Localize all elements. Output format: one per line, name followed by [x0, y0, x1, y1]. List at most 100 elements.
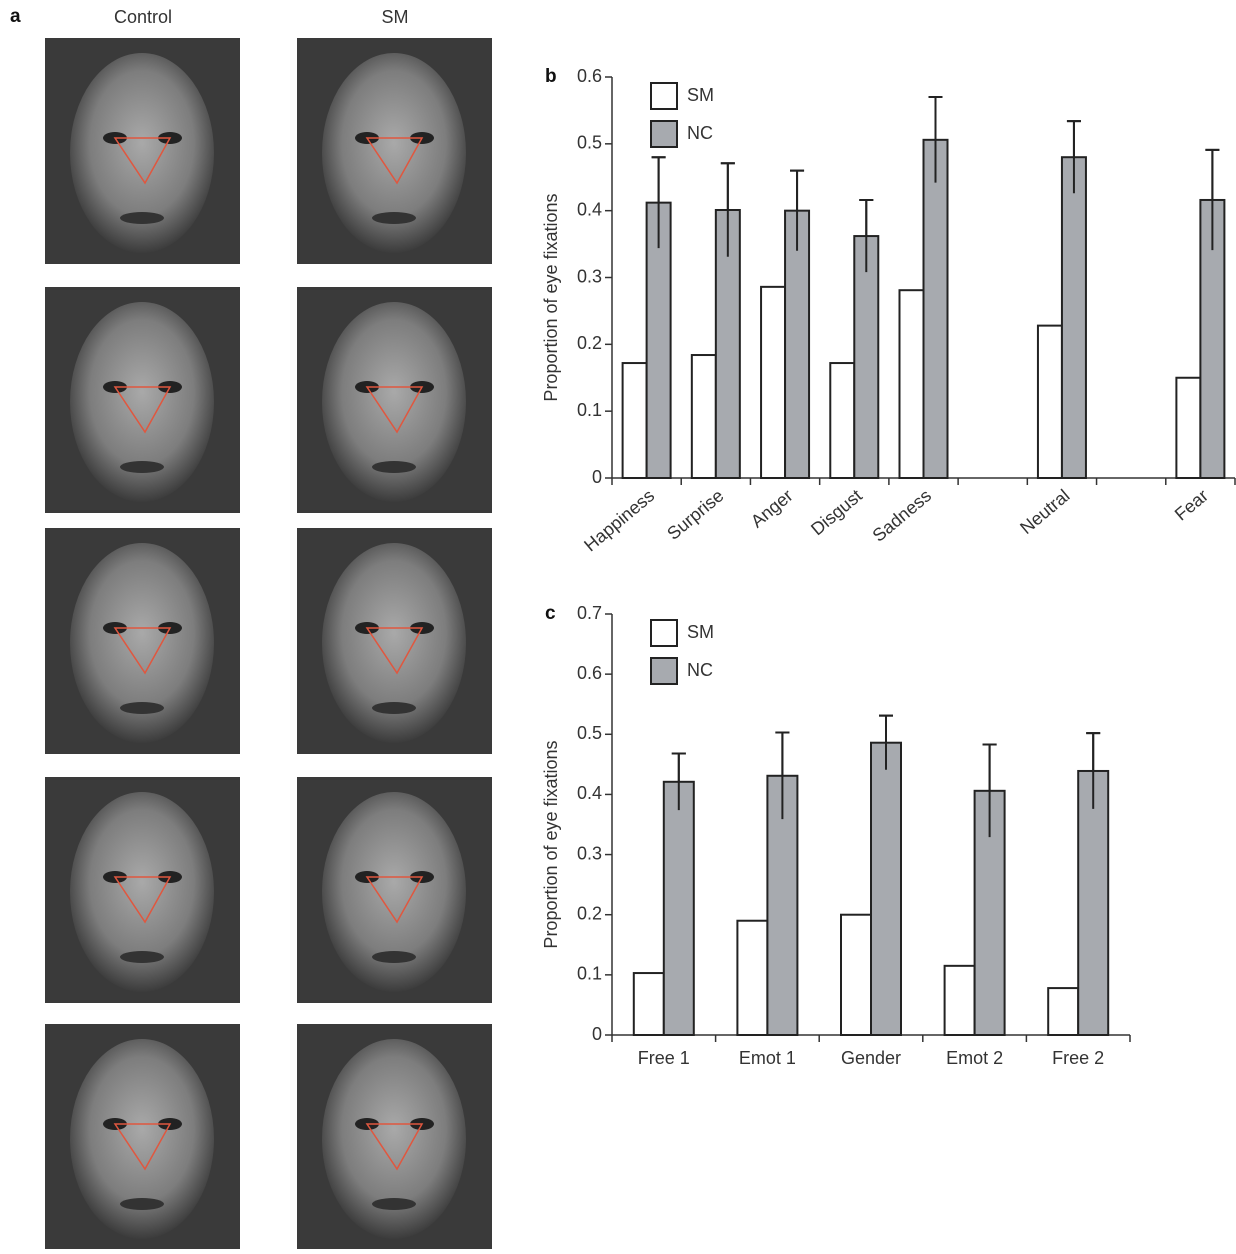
scanpath — [365, 1123, 424, 1171]
scanpath — [113, 137, 172, 185]
error-bar — [790, 169, 805, 251]
error-bar — [859, 198, 874, 273]
x-tick-label: Gender — [841, 1048, 901, 1068]
bar — [1036, 324, 1063, 479]
mouth — [372, 1198, 416, 1210]
error-bar — [775, 731, 790, 820]
error-bar — [1205, 148, 1220, 251]
bar — [690, 354, 717, 480]
panel-label: c — [545, 603, 556, 624]
error-bar — [1066, 120, 1081, 194]
y-tick-label: 0.4 — [577, 199, 602, 219]
bar — [645, 201, 672, 479]
bar — [1077, 769, 1110, 1036]
error-bar — [651, 156, 666, 249]
column-header: SM — [382, 7, 409, 27]
face — [322, 543, 466, 743]
scanpath — [113, 627, 172, 675]
legend-swatch — [650, 82, 678, 110]
y-tick-label: 0 — [592, 1024, 602, 1044]
legend-label: SM — [687, 85, 714, 105]
bar — [1060, 156, 1087, 479]
scanpath — [365, 386, 424, 434]
bar — [922, 138, 949, 479]
bar — [870, 741, 902, 1036]
column-header: Control — [114, 7, 172, 27]
bar — [829, 362, 856, 479]
error-bar — [928, 96, 943, 183]
face — [322, 792, 466, 992]
scanpath — [365, 137, 424, 185]
mouth — [120, 951, 164, 963]
x-tick-label: Emot 1 — [739, 1048, 796, 1068]
y-tick-label: 0.2 — [577, 903, 602, 923]
bar — [1175, 376, 1202, 479]
y-tick-label: 0.6 — [577, 663, 602, 683]
legend-label: NC — [687, 660, 713, 680]
y-tick-label: 0.2 — [577, 333, 602, 353]
y-tick-label: 0.3 — [577, 843, 602, 863]
face — [70, 302, 214, 502]
scanpath — [113, 876, 172, 924]
bar — [943, 964, 976, 1036]
y-axis-label: Proportion of eye fixations — [541, 740, 561, 948]
bar — [760, 285, 787, 479]
y-tick-label: 0.3 — [577, 266, 602, 286]
mouth — [372, 212, 416, 224]
x-tick-label: Free 1 — [638, 1048, 690, 1068]
y-tick-label: 0.7 — [577, 603, 602, 623]
x-tick-label: Anger — [747, 485, 797, 531]
bar — [662, 780, 695, 1037]
y-tick-label: 0.4 — [577, 783, 602, 803]
scanpath — [365, 876, 424, 924]
face — [322, 302, 466, 502]
mouth — [372, 461, 416, 473]
legend-label: NC — [687, 123, 713, 143]
face — [70, 543, 214, 743]
mouth — [372, 702, 416, 714]
scanpath — [365, 627, 424, 675]
legend-swatch — [650, 619, 678, 647]
error-bar — [879, 714, 893, 770]
mouth — [120, 702, 164, 714]
face — [322, 1039, 466, 1239]
bar — [853, 235, 880, 479]
x-tick-label: Emot 2 — [946, 1048, 1003, 1068]
x-tick-label: Disgust — [807, 485, 866, 539]
bar — [840, 913, 872, 1037]
y-axis-label: Proportion of eye fixations — [541, 193, 561, 401]
panel-label: b — [545, 66, 557, 87]
face — [70, 1039, 214, 1239]
face-photos — [45, 38, 492, 1250]
bar — [898, 289, 925, 479]
y-tick-label: 0 — [592, 467, 602, 487]
mouth — [120, 212, 164, 224]
y-tick-label: 0.6 — [577, 66, 602, 86]
error-bar — [671, 752, 686, 811]
face — [70, 792, 214, 992]
x-tick-label: Sadness — [869, 485, 936, 545]
y-tick-label: 0.5 — [577, 723, 602, 743]
y-tick-label: 0.5 — [577, 133, 602, 153]
mouth — [120, 461, 164, 473]
bar — [784, 209, 811, 480]
bar — [632, 972, 665, 1036]
bar — [621, 362, 648, 479]
x-tick-label: Neutral — [1016, 485, 1073, 538]
bar — [736, 919, 769, 1037]
legend-label: SM — [687, 622, 714, 642]
y-tick-label: 0.1 — [577, 964, 602, 984]
x-tick-label: Happiness — [580, 485, 658, 555]
bar — [1047, 987, 1080, 1036]
x-tick-label: Free 2 — [1052, 1048, 1104, 1068]
y-tick-label: 0.1 — [577, 400, 602, 420]
legend-swatch — [650, 120, 678, 148]
mouth — [120, 1198, 164, 1210]
error-bar — [720, 162, 735, 257]
error-bar — [1086, 732, 1101, 809]
legend-swatch — [650, 657, 678, 685]
mouth — [372, 951, 416, 963]
face — [322, 53, 466, 253]
